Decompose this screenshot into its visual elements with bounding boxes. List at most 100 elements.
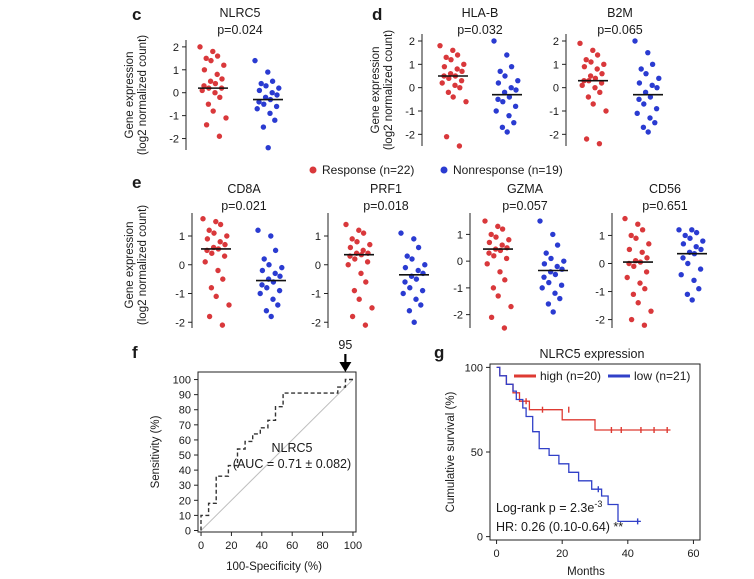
data-point <box>415 267 421 274</box>
data-point <box>558 282 565 288</box>
data-point <box>406 308 413 314</box>
data-point <box>208 57 214 64</box>
panel-letter-c: c <box>132 5 141 24</box>
data-point <box>577 40 583 47</box>
y-tick-label: -2 <box>453 310 463 322</box>
data-point <box>256 87 263 94</box>
y-tick-label: 80 <box>179 405 191 417</box>
data-point <box>347 244 354 251</box>
data-point <box>349 236 355 242</box>
data-point <box>404 253 410 259</box>
data-point <box>264 285 270 291</box>
dotplot-gzma: 1 0 -1 -2 GZMA p=0.057 <box>453 182 568 331</box>
data-point <box>598 80 605 86</box>
data-point <box>502 277 508 283</box>
series-nonresponse <box>252 57 283 151</box>
legend-high: high (n=20) <box>514 369 601 383</box>
survival-chart: 0 50 100 0 20 40 60 Months Cumulative survival (… <box>445 347 701 578</box>
data-point <box>642 89 649 96</box>
data-point <box>554 263 560 270</box>
reference-diagonal <box>200 379 354 531</box>
data-point <box>491 38 497 44</box>
y-tick-label: -2 <box>595 315 605 327</box>
y-tick-label: 70 <box>179 420 191 432</box>
data-point <box>594 52 601 58</box>
cutoff-label: 95 <box>338 338 352 352</box>
data-point <box>645 49 651 56</box>
data-point <box>500 98 506 105</box>
dotplot-cd56: 1 0 -1 -2 CD56 p=0.651 <box>595 182 707 328</box>
data-point <box>216 133 223 139</box>
x-tick-label: 40 <box>256 540 268 552</box>
y-tick-label: 60 <box>179 435 191 447</box>
y-tick-label: 10 <box>179 510 191 522</box>
data-point <box>407 285 413 291</box>
data-point <box>653 105 660 112</box>
data-point <box>504 52 510 58</box>
data-point <box>515 77 521 84</box>
data-point <box>495 223 501 230</box>
data-point <box>631 263 637 269</box>
data-point <box>422 262 428 268</box>
data-point <box>628 316 635 323</box>
data-point <box>263 83 269 89</box>
data-point <box>488 314 495 321</box>
y-tick-label: 50 <box>471 447 483 459</box>
cutoff-arrow-head <box>339 362 352 372</box>
data-point <box>343 221 349 228</box>
data-point <box>680 241 687 247</box>
y-tick-label: 1 <box>457 229 463 241</box>
data-point <box>499 124 506 131</box>
data-point <box>219 322 226 328</box>
data-point <box>276 85 282 91</box>
response-legend: Response (n=22) Nonresponse (n=19) <box>309 163 563 177</box>
data-point <box>697 266 704 272</box>
data-point <box>202 259 208 265</box>
data-point <box>581 63 588 70</box>
y-tick-label: -1 <box>405 106 415 118</box>
data-point <box>358 270 364 277</box>
data-point <box>457 84 463 91</box>
data-point <box>561 258 567 264</box>
data-point <box>635 221 641 227</box>
survival-curve <box>496 366 641 523</box>
data-point <box>400 290 406 297</box>
data-point <box>656 75 662 82</box>
data-point <box>364 259 371 265</box>
response-legend-marker <box>309 166 317 174</box>
data-point <box>497 269 503 275</box>
data-point <box>506 112 512 119</box>
data-point <box>632 38 638 44</box>
data-point <box>643 70 649 77</box>
data-point <box>204 236 211 242</box>
chart-title: GZMA <box>507 182 544 196</box>
y-tick-label: 0 <box>173 88 179 100</box>
data-point <box>211 230 217 236</box>
data-point <box>550 231 556 238</box>
data-point <box>497 68 503 75</box>
y-axis-label: Cumulative survival (%) <box>445 391 457 512</box>
data-point <box>419 287 426 294</box>
data-point <box>678 272 684 278</box>
data-point <box>275 302 281 308</box>
y-axis-label-line: Gene expression <box>124 52 136 139</box>
y-tick-label: 50 <box>179 450 191 462</box>
data-point <box>206 313 213 320</box>
data-point <box>579 82 585 89</box>
data-point <box>367 241 373 248</box>
data-point <box>680 255 686 261</box>
y-tick-label: 40 <box>179 465 191 477</box>
nonresponse-legend-label: Nonresponse (n=19) <box>453 163 563 177</box>
p-value-label: p=0.065 <box>597 23 643 37</box>
data-point <box>622 215 628 222</box>
y-tick-label: 1 <box>599 230 605 242</box>
roc-annotation-name: NLRC5 <box>272 441 313 455</box>
data-point <box>557 295 563 302</box>
data-point <box>654 84 660 91</box>
data-point <box>257 290 263 297</box>
data-point <box>541 261 548 267</box>
logrank-exponent: -3 <box>594 499 602 509</box>
y-tick-label: 2 <box>409 36 415 48</box>
